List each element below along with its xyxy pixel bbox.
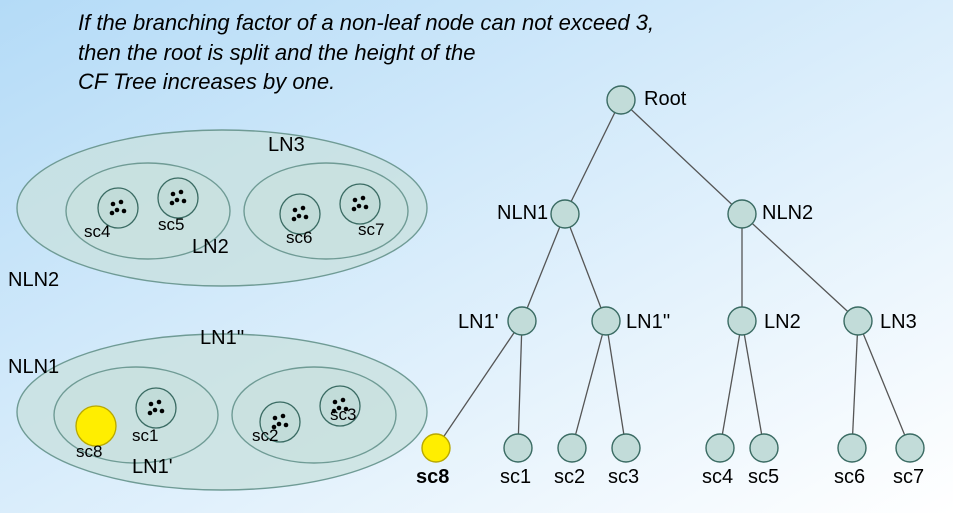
caption-line-3: CF Tree increases by one. bbox=[78, 67, 654, 97]
tree-leaf-7 bbox=[896, 434, 924, 462]
caption: If the branching factor of a non-leaf no… bbox=[78, 8, 654, 97]
tree-ln3 bbox=[844, 307, 872, 335]
label-tree-nln2: NLN2 bbox=[762, 202, 813, 225]
label-ln2-venn: LN2 bbox=[192, 236, 229, 259]
tree-leaf-5 bbox=[750, 434, 778, 462]
label-venn-top-sc0: sc4 bbox=[84, 222, 110, 242]
tree-leaf-1 bbox=[504, 434, 532, 462]
tree-leaf-4 bbox=[706, 434, 734, 462]
label-ln1p-venn: LN1' bbox=[132, 456, 173, 479]
label-tree-leaf-0: sc8 bbox=[416, 466, 449, 489]
venn-ln1pp bbox=[232, 367, 396, 463]
label-tree-leaf-4: sc4 bbox=[702, 466, 733, 489]
label-tree-leaf-1: sc1 bbox=[500, 466, 531, 489]
label-venn-top-sc3: sc7 bbox=[358, 220, 384, 240]
label-tree-leaf-3: sc3 bbox=[608, 466, 639, 489]
caption-line-2: then the root is split and the height of… bbox=[78, 38, 654, 68]
venn-bot-sc-0 bbox=[76, 406, 116, 446]
tree-leaf-6 bbox=[838, 434, 866, 462]
label-venn-top-sc2: sc6 bbox=[286, 228, 312, 248]
label-venn-bot-sc3: sc3 bbox=[330, 405, 356, 425]
tree-ln1p bbox=[508, 307, 536, 335]
label-nln1-venn: NLN1 bbox=[8, 356, 59, 379]
tree-leaf-2 bbox=[558, 434, 586, 462]
label-tree-leaf-2: sc2 bbox=[554, 466, 585, 489]
label-tree-nln1: NLN1 bbox=[497, 202, 548, 225]
label-venn-top-sc1: sc5 bbox=[158, 215, 184, 235]
label-tree-leaf-6: sc6 bbox=[834, 466, 865, 489]
label-ln1pp-venn: LN1'' bbox=[200, 327, 244, 350]
label-tree-ln2: LN2 bbox=[764, 311, 801, 334]
label-nln2-venn: NLN2 bbox=[8, 269, 59, 292]
label-tree-leaf-7: sc7 bbox=[893, 466, 924, 489]
venn-ln3 bbox=[244, 163, 408, 259]
tree-leaf-3 bbox=[612, 434, 640, 462]
label-tree-ln1pp: LN1'' bbox=[626, 311, 670, 334]
tree-nln2 bbox=[728, 200, 756, 228]
label-ln3-venn: LN3 bbox=[268, 134, 305, 157]
label-tree-ln1p: LN1' bbox=[458, 311, 499, 334]
tree-ln1pp bbox=[592, 307, 620, 335]
label-venn-bot-sc2: sc2 bbox=[252, 426, 278, 446]
tree-leaf-0 bbox=[422, 434, 450, 462]
label-tree-ln3: LN3 bbox=[880, 311, 917, 334]
label-venn-bot-sc1: sc1 bbox=[132, 426, 158, 446]
label-tree-leaf-5: sc5 bbox=[748, 466, 779, 489]
tree-ln2 bbox=[728, 307, 756, 335]
label-venn-bot-sc0: sc8 bbox=[76, 442, 102, 462]
caption-line-1: If the branching factor of a non-leaf no… bbox=[78, 8, 654, 38]
tree-nln1 bbox=[551, 200, 579, 228]
